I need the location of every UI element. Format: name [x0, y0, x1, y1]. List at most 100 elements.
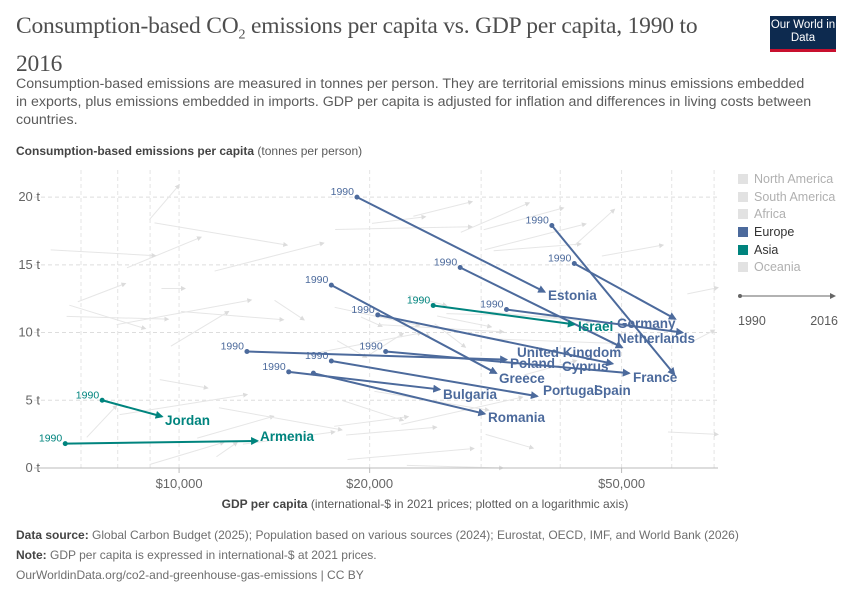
series-label: France: [633, 370, 678, 385]
x-axis-label-unit: (international-$ in 2021 prices; plotted…: [307, 497, 629, 511]
series-start-point: [286, 369, 292, 375]
title-part: Consumption-based CO: [16, 13, 239, 39]
series-arrow: [356, 196, 547, 293]
start-year-label: 1990: [221, 341, 245, 353]
x-axis-label: GDP per capita (international-$ in 2021 …: [0, 497, 850, 511]
source-text: Global Carbon Budget (2025); Population …: [88, 528, 739, 542]
series-start-point: [457, 265, 463, 271]
series-label: Portugal: [543, 383, 598, 398]
start-year-label: 1990: [525, 215, 549, 227]
start-year-label: 1990: [407, 294, 431, 306]
series-arrow: [459, 266, 624, 349]
legend-swatch: [738, 191, 748, 202]
background-series-line: [371, 214, 427, 224]
timeline-start: 1990: [738, 314, 766, 328]
series-arrow: [433, 304, 576, 328]
background-series-line: [485, 433, 535, 450]
series-armenia: 1990 Armenia: [39, 429, 315, 447]
series-start-point: [571, 260, 577, 266]
legend-swatch: [738, 173, 748, 184]
legend-label: Oceania: [754, 260, 801, 275]
background-series-line: [154, 222, 289, 247]
start-year-label: 1990: [480, 299, 504, 311]
start-year-label: 1990: [305, 274, 329, 286]
y-tick-label: 10 t: [18, 325, 40, 340]
series-jordan: 1990 Jordan: [76, 389, 210, 428]
series-label: Cyprus: [562, 359, 609, 374]
region-legend: North America South America Africa Europe As…: [738, 170, 835, 276]
background-series-line: [687, 285, 719, 295]
series-arrow: [246, 350, 509, 364]
series-start-point: [328, 358, 334, 364]
chart-subtitle: Consumption-based emissions are measured…: [16, 76, 812, 128]
background-series-line: [218, 407, 343, 432]
series-start-point: [504, 307, 510, 313]
series-label: Bulgaria: [443, 387, 498, 402]
legend-item-south-america[interactable]: South America: [738, 188, 835, 206]
legend-item-europe[interactable]: Europe: [738, 223, 835, 241]
legend-label: Asia: [754, 242, 779, 257]
series-label: Netherlands: [617, 331, 695, 346]
chart-title: Consumption-based CO2 emissions per capi…: [16, 12, 716, 79]
legend-item-asia[interactable]: Asia: [738, 241, 835, 259]
background-series-line: [69, 304, 147, 330]
x-tick-label: $50,000: [598, 476, 645, 491]
start-year-label: 1990: [76, 389, 100, 401]
series-arrow: [506, 308, 685, 336]
legend-label: North America: [754, 171, 834, 186]
y-axis-label-unit: (tonnes per person): [254, 144, 363, 158]
background-series-line: [150, 440, 225, 465]
legend-swatch: [738, 262, 748, 273]
legend-swatch: [738, 244, 748, 255]
background-series-line: [335, 224, 473, 230]
series-arrow: [377, 313, 615, 367]
series-label: Armenia: [260, 429, 315, 444]
legend-swatch: [738, 226, 748, 237]
note-text: GDP per capita is expressed in internati…: [46, 548, 377, 562]
background-series-line: [116, 298, 253, 326]
title-part: emissions per capita vs. GDP per capita,…: [16, 13, 698, 77]
timeline[interactable]: 1990 2016: [738, 288, 838, 328]
start-year-label: 1990: [548, 252, 572, 264]
background-series-line: [342, 400, 405, 422]
series-france: 1990 France: [525, 215, 677, 385]
background-series-line: [170, 310, 230, 347]
legend-label: South America: [754, 189, 836, 204]
start-year-label: 1990: [305, 350, 329, 362]
series-arrow: [65, 436, 260, 445]
background-series-line: [214, 241, 325, 272]
series-start-point: [383, 349, 389, 355]
series-start-point: [310, 370, 316, 376]
legend-label: Europe: [754, 224, 795, 239]
legend-item-oceania[interactable]: Oceania: [738, 258, 835, 276]
series-start-point: [549, 223, 555, 229]
series-start-point: [430, 302, 436, 308]
legend-swatch: [738, 209, 748, 220]
series-label: Spain: [594, 383, 631, 398]
series-label: Germany: [617, 316, 676, 331]
background-series-line: [493, 241, 582, 252]
background-series-line: [483, 206, 565, 231]
source-url[interactable]: OurWorldinData.org/co2-and-greenhouse-ga…: [16, 568, 364, 582]
source-label: Data source:: [16, 528, 89, 542]
title-subscript: 2: [238, 27, 246, 43]
background-series-line: [66, 315, 170, 322]
series-start-point: [354, 194, 360, 200]
series-portugal: 1990 Portugal: [305, 350, 598, 400]
background-series-line: [126, 236, 202, 269]
start-year-label: 1990: [39, 433, 63, 445]
x-tick-label: $10,000: [156, 476, 203, 491]
legend-item-africa[interactable]: Africa: [738, 205, 835, 223]
timeline-slider[interactable]: [738, 291, 838, 301]
legend-item-north-america[interactable]: North America: [738, 170, 835, 188]
background-series-line: [346, 425, 438, 436]
series-germany: 1990 Germany: [548, 252, 677, 331]
background-series-line: [50, 249, 157, 258]
owid-logo[interactable]: Our World in Data: [770, 16, 836, 52]
series-poland: 1990 Poland: [221, 341, 555, 371]
start-year-label: 1990: [351, 304, 375, 316]
series-arrow: [101, 399, 164, 419]
note: Note: GDP per capita is expressed in int…: [16, 548, 377, 562]
